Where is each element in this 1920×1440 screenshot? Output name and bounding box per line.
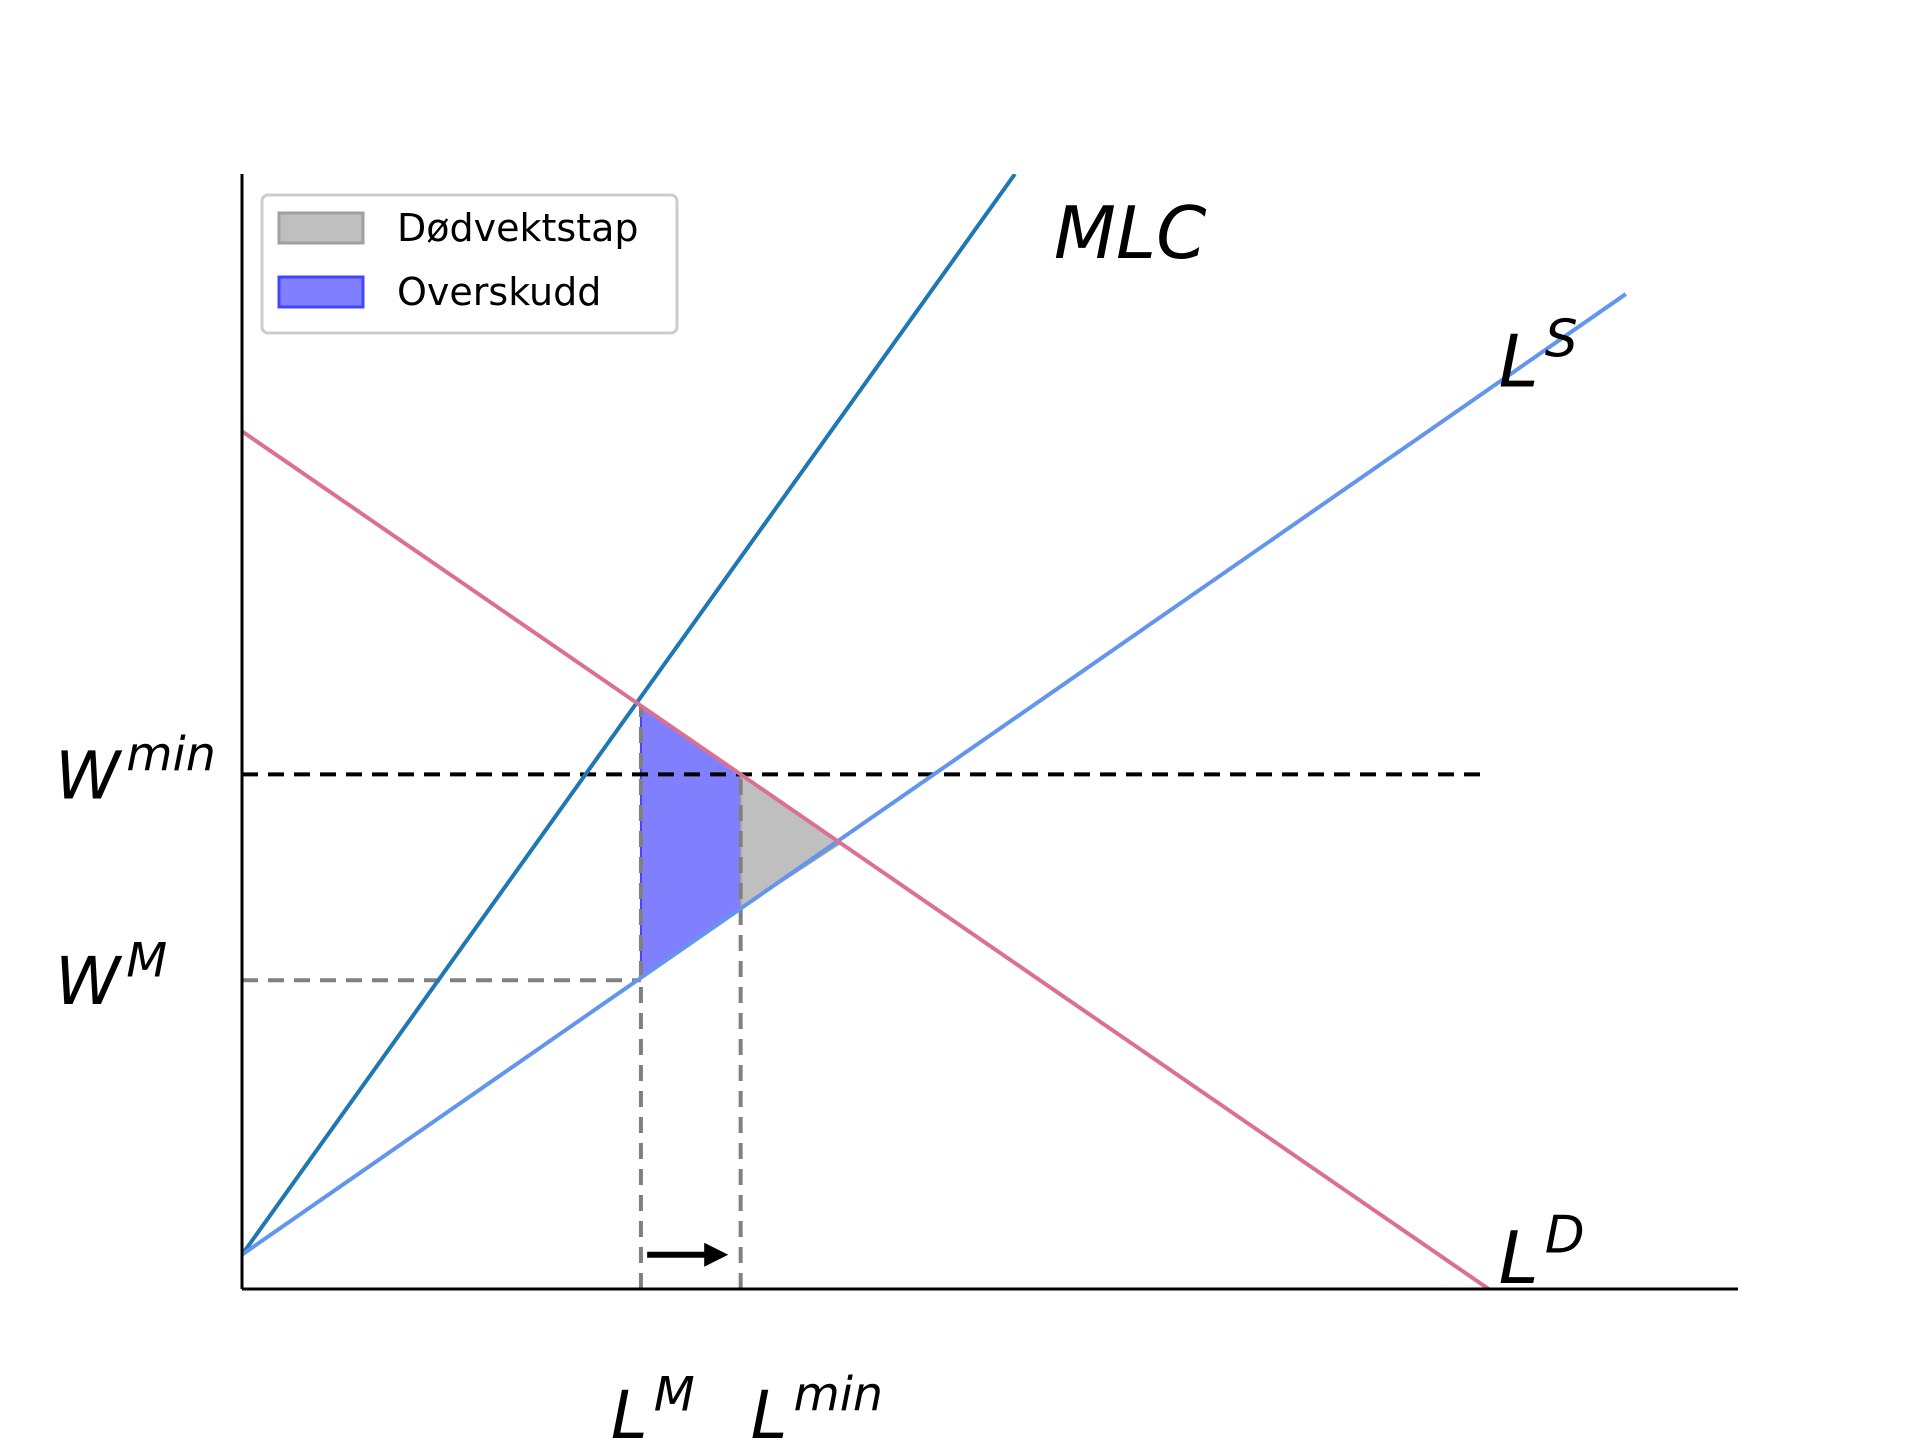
legend-label-dodvektstap: Dødvektstap	[397, 206, 639, 250]
series-line-ls	[242, 292, 1627, 1257]
y-tick-label-min-sup: min	[126, 728, 216, 783]
x-tick-label-min-sup: min	[793, 1367, 883, 1422]
shift-arrow-head	[704, 1242, 729, 1267]
y-tick-label-m-base: W	[55, 943, 123, 1020]
series-line-mlc	[242, 174, 1017, 1256]
series-line-ld	[242, 429, 1490, 1289]
y-tick-label-min-base: W	[55, 737, 123, 814]
overskudd-area	[639, 703, 742, 980]
curve-label-ls-sup: S	[1545, 309, 1578, 369]
y-tick-label-m-sup: M	[126, 934, 167, 989]
x-tick-label-m-sup: M	[654, 1367, 695, 1422]
legend-swatch-overskudd	[277, 275, 365, 309]
plot-area	[242, 174, 1627, 1289]
legend-label-overskudd: Overskudd	[397, 270, 601, 314]
legend-swatch-dodvektstap	[277, 211, 365, 245]
curve-label-ld-base: L	[1499, 1216, 1539, 1300]
curve-label-mlc: MLC	[1054, 191, 1207, 275]
legend-box	[260, 193, 679, 335]
x-tick-label-min-base: L	[751, 1377, 788, 1440]
curve-label-ls-base: L	[1499, 320, 1539, 404]
dodvektstap-area	[739, 772, 843, 911]
x-tick-label-m-base: L	[611, 1377, 648, 1440]
curve-label-ld-sup: D	[1545, 1206, 1585, 1266]
legend: Dødvektstap Overskudd	[260, 193, 679, 335]
